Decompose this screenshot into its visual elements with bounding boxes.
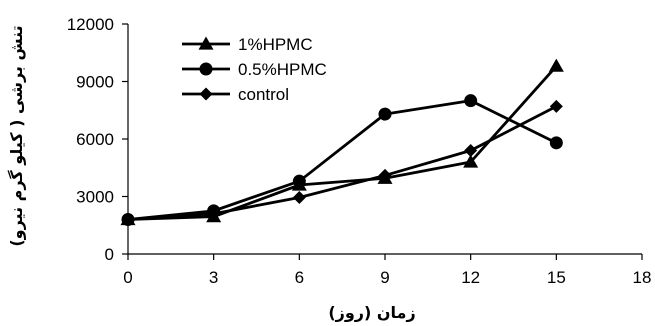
series-1-hpmc	[120, 58, 564, 226]
x-ticks: 0 3 6 9 12 15 18	[123, 254, 651, 287]
data-point-diamond	[121, 213, 135, 226]
y-tick-label: 9000	[76, 73, 114, 92]
y-tick-label: 3000	[76, 188, 114, 207]
x-tick-label: 0	[123, 268, 132, 287]
data-point-diamond	[549, 99, 563, 113]
legend-item: control	[182, 85, 289, 104]
x-axis-title: زمان (روز)	[328, 303, 415, 322]
series-0-5-hpmc	[121, 94, 563, 226]
x-tick-label: 9	[380, 268, 389, 287]
y-tick-label: 12000	[67, 15, 114, 34]
data-point-circle	[378, 107, 392, 121]
legend-item: 0.5%HPMC	[182, 60, 327, 79]
data-point-circle	[549, 136, 563, 150]
series-control	[121, 99, 563, 226]
x-tick-label: 12	[461, 268, 480, 287]
legend-label: 0.5%HPMC	[238, 60, 327, 79]
y-ticks: 0 3000 6000 9000 12000	[67, 15, 128, 264]
series-line	[127, 65, 558, 221]
y-axis-title: تنش برشی ( کیلو گرم نیرو)	[7, 25, 26, 246]
legend-item: 1%HPMC	[182, 35, 313, 54]
data-point-diamond	[464, 144, 478, 157]
data-point-circle	[292, 174, 306, 188]
axes	[127, 24, 642, 255]
data-point-diamond	[207, 207, 221, 221]
x-tick-label: 3	[209, 268, 218, 287]
data-point-diamond	[292, 190, 306, 204]
legend-label: 1%HPMC	[238, 35, 313, 54]
x-tick-label: 15	[547, 268, 566, 287]
x-tick-label: 6	[295, 268, 304, 287]
legend-marker-circle	[199, 62, 213, 76]
data-point-triangle	[463, 154, 479, 168]
legend-label: control	[238, 85, 289, 104]
data-point-triangle	[548, 58, 564, 72]
data-point-circle	[464, 94, 478, 108]
series-line	[127, 105, 557, 221]
y-tick-label: 6000	[76, 130, 114, 149]
legend-marker-diamond	[199, 87, 213, 101]
series-layer	[120, 58, 564, 226]
series-line	[127, 99, 557, 221]
data-point-diamond	[378, 168, 392, 182]
x-tick-label: 18	[633, 268, 652, 287]
legend-marker-triangle	[198, 36, 214, 50]
y-tick-label: 0	[105, 245, 114, 264]
legend: 1%HPMC 0.5%HPMC control	[182, 35, 327, 104]
